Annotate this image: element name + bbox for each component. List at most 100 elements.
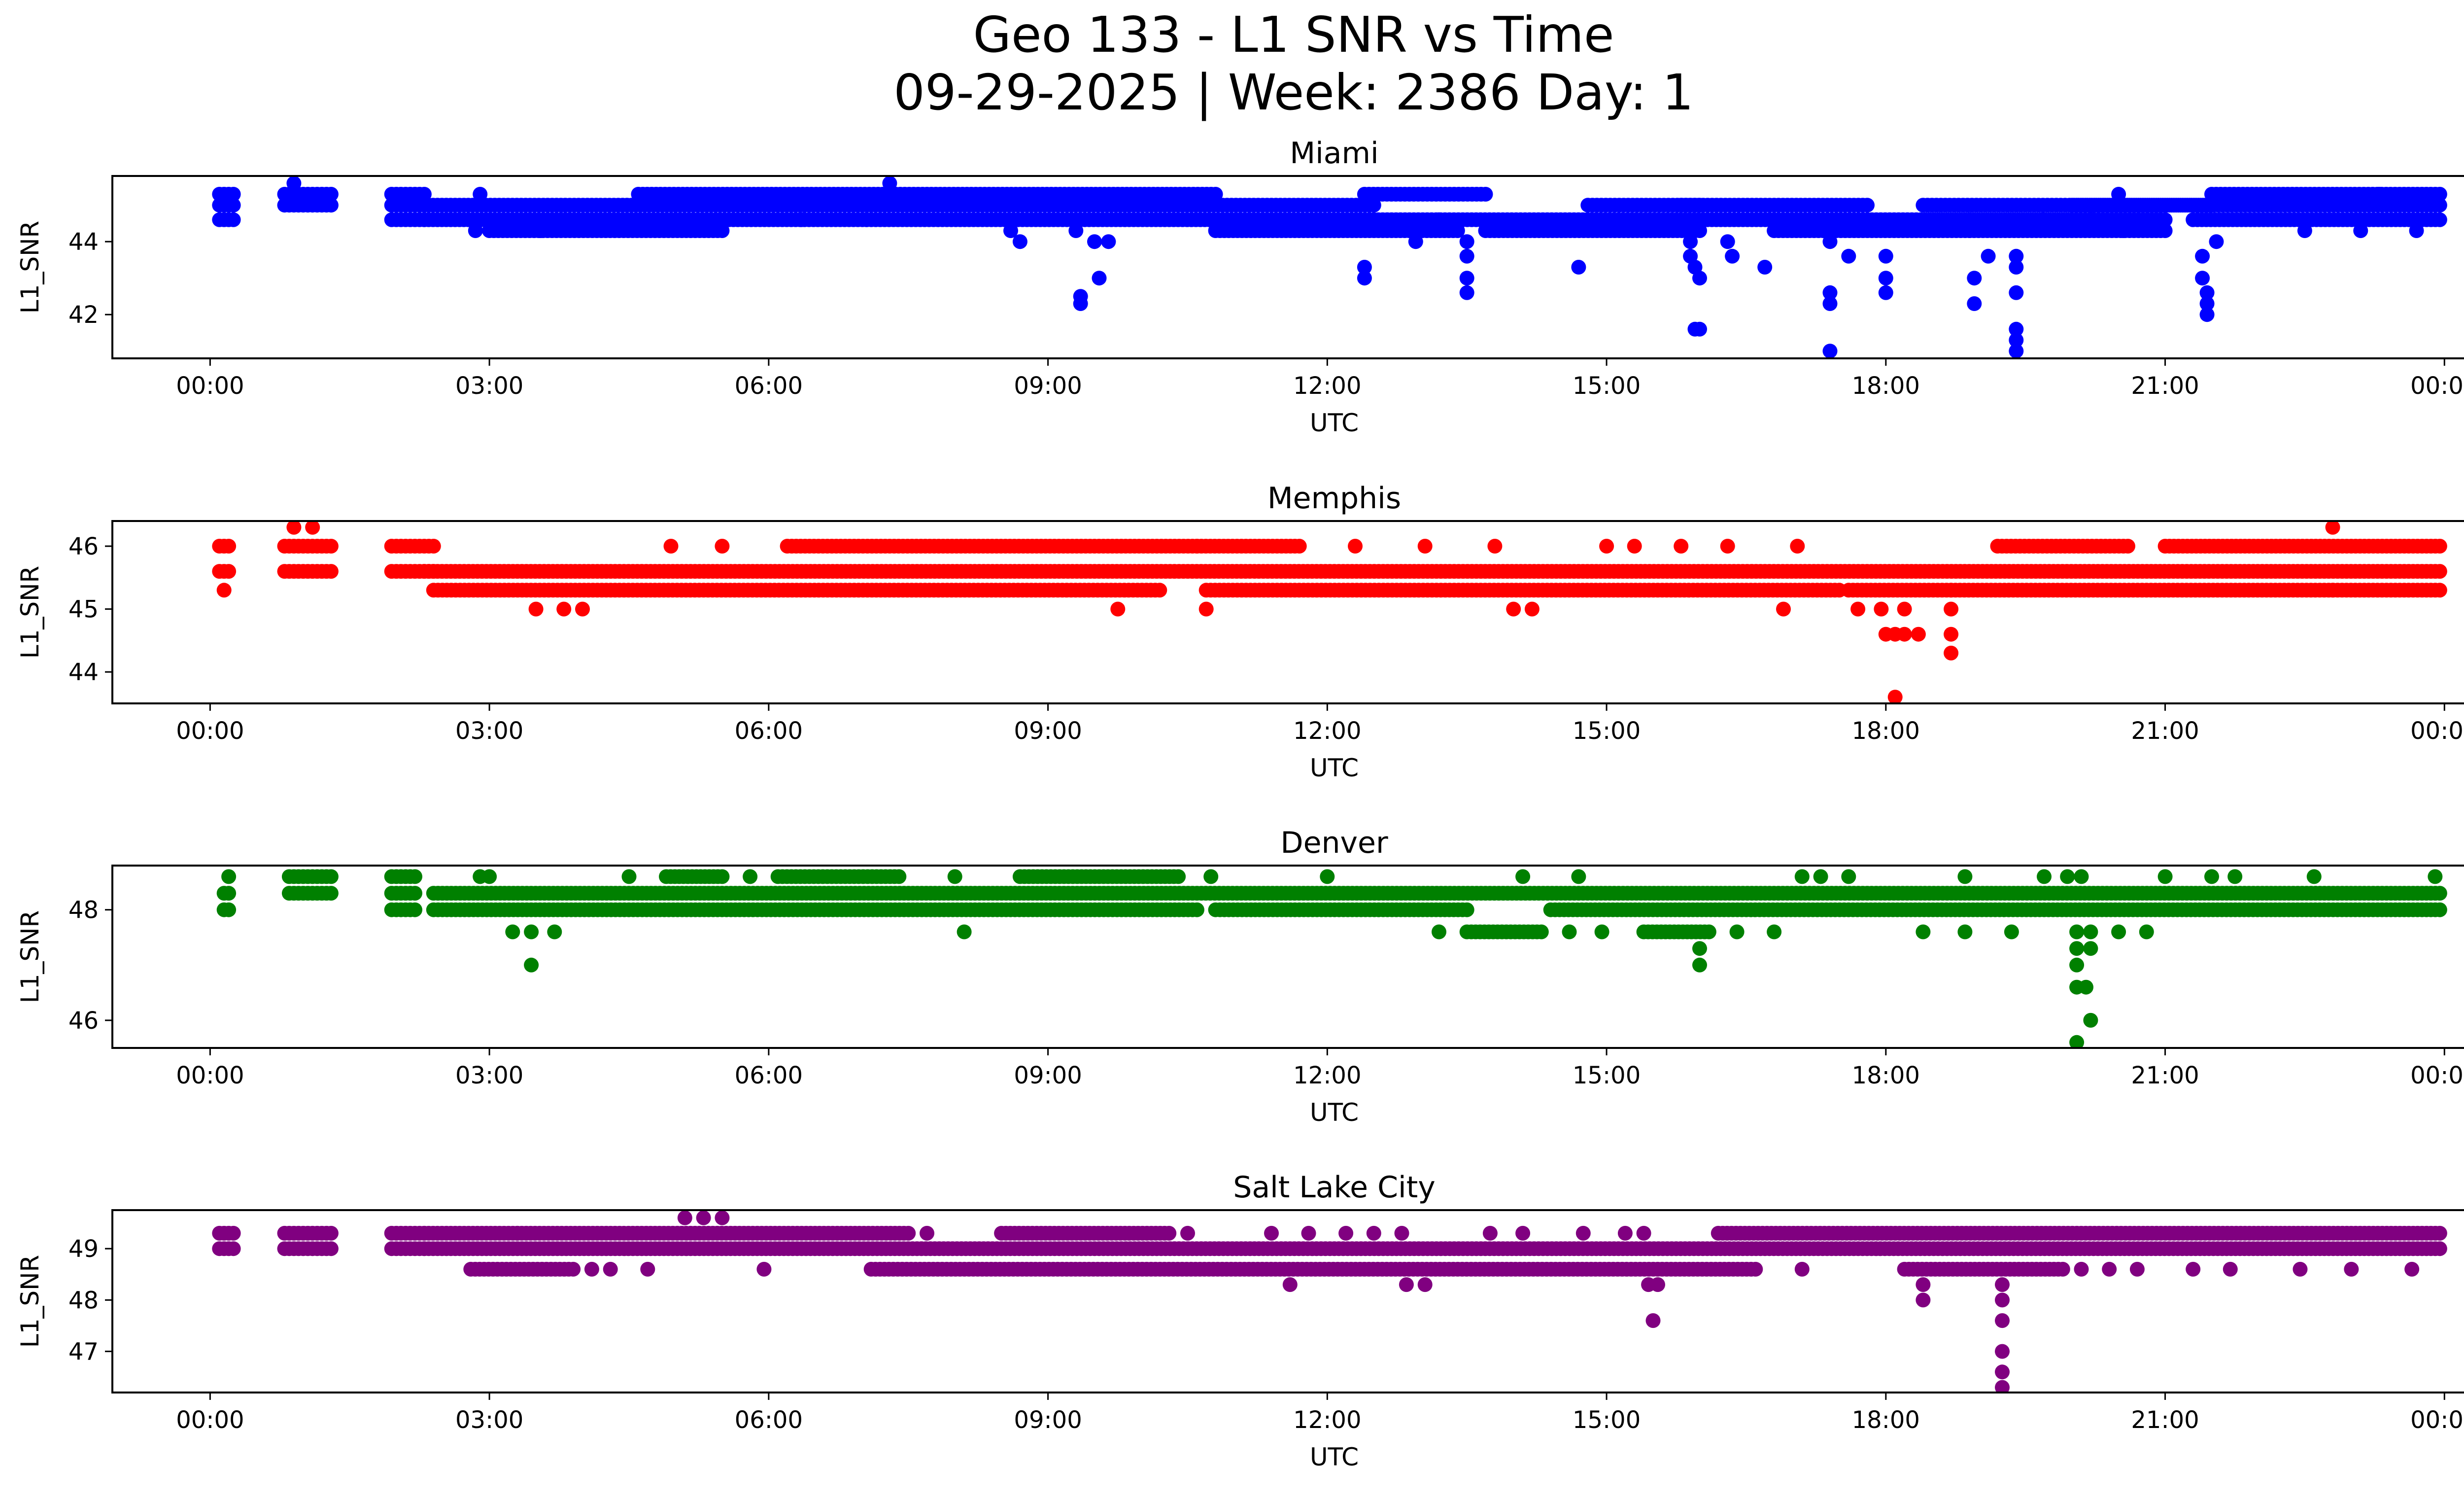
data-point: [2432, 539, 2447, 554]
data-point: [1460, 285, 1474, 300]
data-point: [286, 176, 301, 191]
panel-title: Miami: [1290, 136, 1378, 171]
y-tick-label: 48: [68, 897, 99, 924]
data-point: [1068, 223, 1083, 238]
data-point: [1692, 941, 1707, 956]
x-tick-label: 12:00: [1293, 1062, 1361, 1089]
data-point: [1957, 925, 1972, 940]
point-band: [1208, 903, 1474, 917]
data-point: [2121, 539, 2135, 554]
point-band: [994, 1226, 1176, 1241]
data-point: [1967, 296, 1982, 311]
data-point: [1199, 602, 1214, 617]
data-point: [473, 869, 487, 884]
data-point: [603, 1262, 618, 1277]
point-band: [277, 564, 339, 579]
data-point: [1888, 690, 1903, 704]
data-point: [473, 187, 487, 202]
data-point: [2432, 583, 2447, 597]
data-point: [221, 903, 236, 917]
data-point: [2297, 223, 2312, 238]
point-band: [417, 1241, 2447, 1256]
data-point: [2195, 271, 2210, 285]
data-point: [1916, 925, 1930, 940]
data-point: [221, 539, 236, 554]
data-point: [2009, 344, 2023, 358]
data-point: [640, 1262, 655, 1277]
data-point: [1874, 602, 1888, 617]
data-point: [226, 1241, 241, 1256]
data-point: [1692, 958, 1707, 973]
point-band: [384, 539, 441, 554]
data-point: [2326, 583, 2340, 597]
data-point: [678, 1211, 692, 1225]
x-tick-label: 12:00: [1293, 372, 1361, 400]
data-point: [524, 958, 539, 973]
data-point: [2428, 869, 2442, 884]
data-point: [1487, 539, 1502, 554]
data-point: [221, 886, 236, 901]
data-point: [566, 1262, 581, 1277]
data-point: [1720, 234, 1735, 249]
data-point: [2083, 212, 2098, 227]
data-series: [212, 520, 2447, 704]
point-band: [1897, 1262, 2070, 1277]
data-point: [408, 886, 422, 901]
data-point: [324, 1226, 339, 1241]
point-band: [426, 886, 2447, 901]
data-point: [1203, 869, 1218, 884]
data-point: [2083, 941, 2098, 956]
data-point: [1879, 285, 1893, 300]
data-point: [1627, 539, 1642, 554]
y-tick-label: 44: [68, 659, 99, 686]
point-band: [510, 1226, 916, 1241]
x-tick-label: 00:00: [176, 1062, 244, 1089]
data-point: [715, 539, 729, 554]
x-tick-label: 18:00: [1852, 1062, 1920, 1089]
data-point: [743, 869, 757, 884]
data-point: [1152, 583, 1167, 597]
data-point: [1092, 271, 1107, 285]
x-tick-label: 15:00: [1573, 1062, 1641, 1089]
data-point: [2195, 249, 2210, 264]
data-point: [891, 869, 906, 884]
data-point: [324, 869, 339, 884]
data-point: [408, 903, 422, 917]
data-point: [1683, 234, 1698, 249]
y-axis-label: L1_SNR: [16, 910, 44, 1004]
data-point: [1841, 249, 1856, 264]
data-point: [584, 1262, 599, 1277]
data-point: [1357, 271, 1372, 285]
data-point: [1460, 234, 1474, 249]
y-tick-label: 46: [68, 1007, 99, 1035]
data-series: [212, 1211, 2447, 1395]
data-point: [1795, 869, 1810, 884]
point-band: [1674, 198, 1875, 212]
data-point: [2083, 1013, 2098, 1028]
data-point: [2055, 1262, 2070, 1277]
x-tick-label: 06:00: [735, 717, 803, 745]
point-band: [426, 903, 1204, 917]
data-point: [2004, 925, 2019, 940]
data-point: [1432, 925, 1446, 940]
point-band: [780, 539, 1204, 554]
data-point: [1408, 234, 1423, 249]
y-tick-label: 46: [68, 533, 99, 560]
data-point: [2083, 925, 2098, 940]
data-point: [2009, 260, 2023, 275]
data-point: [286, 520, 301, 535]
data-point: [1981, 249, 1996, 264]
data-point: [221, 869, 236, 884]
data-point: [1823, 234, 1838, 249]
data-point: [2158, 869, 2173, 884]
point-band: [1767, 223, 1977, 238]
data-point: [217, 583, 232, 597]
x-tick-label: 21:00: [2131, 717, 2199, 745]
data-point: [2158, 223, 2173, 238]
data-point: [2432, 1241, 2447, 1256]
y-tick-label: 45: [68, 596, 99, 624]
data-point: [1171, 869, 1186, 884]
